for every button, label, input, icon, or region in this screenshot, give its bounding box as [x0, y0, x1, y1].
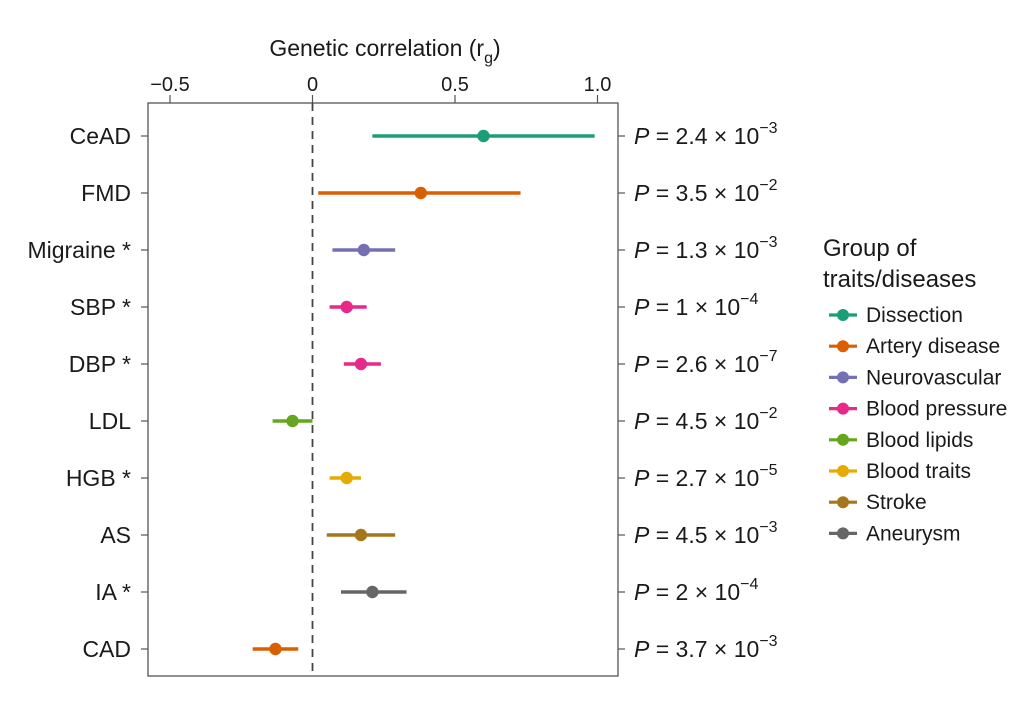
p-symbol: P [634, 408, 650, 434]
p-symbol: P [634, 180, 650, 206]
p-equals: = 4.5 × 10 [649, 408, 759, 434]
plot-border [147, 102, 619, 677]
point-estimate [340, 471, 353, 485]
legend-swatch-dot [837, 433, 849, 446]
legend-swatch-dot [837, 465, 849, 477]
axis-title-close: ) [493, 35, 501, 61]
x-tick-label: 0 [307, 74, 318, 96]
p-equals: = 1.3 × 10 [649, 237, 759, 263]
p-equals: = 3.7 × 10 [649, 636, 759, 662]
p-exponent: −3 [759, 633, 777, 650]
p-value-label: P = 2.4 × 10−3 [634, 120, 778, 149]
p-symbol: P [634, 636, 650, 662]
legend-item-label: Blood pressure [866, 398, 1007, 421]
legend-swatch-dot [837, 309, 849, 321]
x-tick-label: 1.0 [584, 74, 612, 96]
legend-item-label: Neurovascular [866, 366, 1001, 389]
x-tick-label: 0.5 [441, 74, 469, 96]
p-exponent: −7 [759, 348, 777, 365]
p-equals: = 2.7 × 10 [649, 465, 759, 491]
p-symbol: P [634, 351, 650, 377]
trait-label: IA * [95, 579, 131, 605]
p-exponent: −2 [759, 177, 777, 194]
p-value-label: P = 1 × 10−4 [634, 291, 759, 320]
p-symbol: P [634, 522, 650, 548]
point-estimate [286, 414, 299, 428]
p-value-label: P = 4.5 × 10−3 [634, 519, 778, 548]
legend-title-line2: traits/diseases [823, 266, 976, 293]
x-axis: Genetic correlation (rg) −0.5 0 0.5 1.0 [150, 35, 611, 103]
p-exponent: −3 [759, 120, 777, 137]
legend-swatch-dot [837, 496, 849, 509]
axis-title-main: Genetic correlation (r [269, 35, 484, 61]
point-estimate [354, 528, 368, 542]
trait-label: AS [100, 522, 131, 548]
trait-label: LDL [89, 408, 131, 434]
p-value-label: P = 2 × 10−4 [634, 576, 759, 605]
p-exponent: −5 [759, 462, 777, 479]
point-estimate [414, 186, 427, 200]
p-equals: = 2.4 × 10 [649, 123, 759, 149]
p-exponent: −4 [740, 576, 758, 593]
p-equals: = 4.5 × 10 [649, 522, 759, 548]
p-symbol: P [634, 579, 650, 605]
legend-swatch-dot [837, 402, 849, 415]
p-symbol: P [634, 237, 650, 263]
trait-label: DBP * [69, 351, 131, 377]
p-exponent: −3 [759, 519, 777, 536]
trait-label: CeAD [70, 123, 131, 149]
legend-item-label: Stroke [866, 491, 927, 514]
p-value-label: P = 4.5 × 10−2 [634, 405, 778, 434]
p-value-label: P = 2.6 × 10−7 [634, 348, 778, 377]
plot-frame [147, 102, 619, 677]
legend-swatch-dot [837, 340, 849, 353]
legend-item-label: Dissection [866, 304, 963, 327]
axis-title: Genetic correlation (rg) [269, 35, 500, 67]
p-value-label: P = 3.5 × 10−2 [634, 177, 778, 206]
p-value-label: P = 2.7 × 10−5 [634, 462, 778, 491]
trait-label: SBP * [70, 294, 131, 320]
trait-label: FMD [81, 180, 131, 206]
p-equals: = 2 × 10 [649, 579, 740, 605]
legend: Group of traits/diseases Dissection Artery … [823, 235, 1007, 545]
trait-label: Migraine * [27, 237, 131, 263]
legend-swatch-dot [837, 371, 849, 384]
axis-title-subscript: g [484, 50, 493, 67]
legend-title-line1: Group of [823, 235, 917, 262]
point-estimate [477, 129, 490, 143]
x-tick-label: −0.5 [150, 74, 189, 96]
trait-label: HGB * [66, 465, 131, 491]
legend-item-label: Aneurysm [866, 522, 961, 545]
legend-item-label: Blood lipids [866, 429, 973, 452]
p-equals: = 3.5 × 10 [649, 180, 759, 206]
legend-item-label: Artery disease [866, 335, 1000, 358]
point-estimate [354, 357, 368, 371]
p-exponent: −4 [740, 291, 758, 308]
p-value-label: P = 1.3 × 10−3 [634, 234, 778, 263]
p-symbol: P [634, 294, 650, 320]
point-estimate [269, 642, 282, 656]
trait-label: CAD [82, 636, 131, 662]
point-estimate [340, 300, 353, 314]
p-value-label: P = 3.7 × 10−3 [634, 633, 778, 662]
p-exponent: −2 [759, 405, 777, 422]
p-symbol: P [634, 465, 650, 491]
point-estimate [357, 243, 370, 257]
p-equals: = 2.6 × 10 [649, 351, 759, 377]
point-estimate [366, 585, 379, 599]
p-equals: = 1 × 10 [649, 294, 740, 320]
legend-item-label: Blood traits [866, 460, 971, 483]
p-exponent: −3 [759, 234, 777, 251]
p-symbol: P [634, 123, 650, 149]
legend-swatch-dot [837, 527, 849, 540]
